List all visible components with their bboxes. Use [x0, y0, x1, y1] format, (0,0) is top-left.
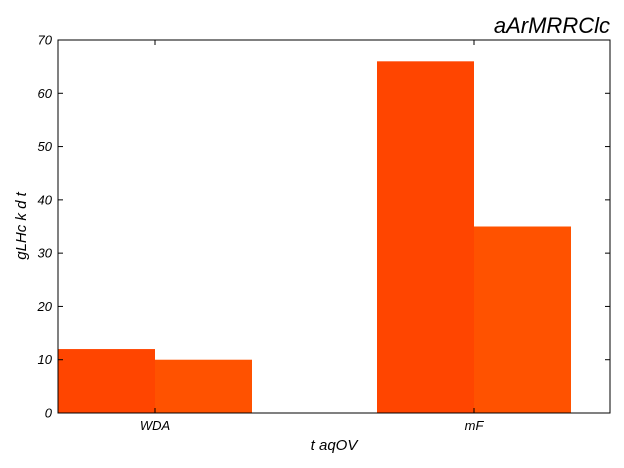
bar-mF-series-2 [474, 226, 571, 413]
bar-mF-series-1 [377, 61, 474, 414]
bar-WDA-series-1 [58, 349, 155, 413]
y-tick-label-40: 40 [38, 192, 53, 207]
y-tick-label-10: 10 [38, 352, 53, 367]
y-tick-label-60: 60 [38, 86, 53, 101]
y-axis-label: gLHc k d t [13, 191, 30, 259]
x-axis-label: t aqOV [311, 437, 360, 454]
y-tick-label-70: 70 [38, 33, 53, 48]
y-tick-label-30: 30 [38, 246, 53, 261]
y-tick-label-50: 50 [38, 139, 53, 154]
bars-group [58, 61, 571, 414]
plot-frame [57, 39, 611, 414]
x-axis-ticks: WDA mF [140, 40, 485, 433]
x-tick-label-WDA: WDA [140, 418, 170, 433]
bar-WDA-series-2 [155, 359, 252, 413]
chart-title: aArMRRClc [494, 13, 610, 38]
x-tick-label-mF: mF [465, 418, 485, 433]
y-axis-ticks: 0 10 20 30 40 50 60 70 [37, 33, 610, 421]
y-tick-label-20: 20 [37, 299, 53, 314]
y-tick-label-0: 0 [45, 406, 53, 421]
